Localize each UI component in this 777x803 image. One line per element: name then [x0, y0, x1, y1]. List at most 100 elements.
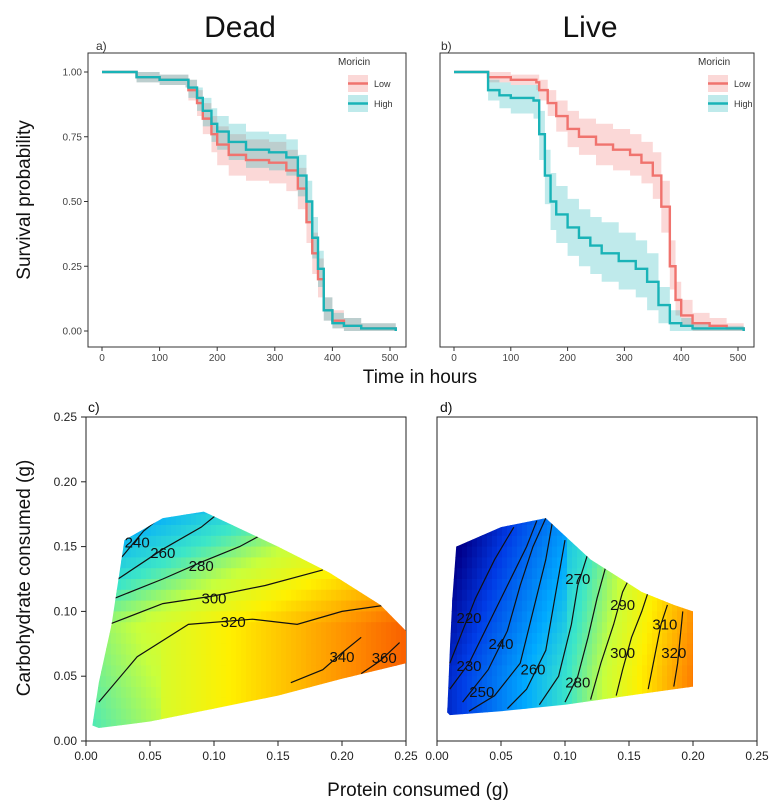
heatmap-cell: [221, 676, 227, 688]
heatmap-cell: [497, 633, 503, 645]
heatmap-cell: [116, 600, 122, 612]
heatmap-cell: [146, 697, 152, 710]
heatmap-cell: [462, 633, 468, 645]
heatmap-cell: [146, 525, 152, 537]
heatmap-cell: [231, 546, 237, 558]
heatmap-cell: [211, 676, 217, 688]
heatmap-cell: [166, 687, 172, 699]
heatmap-cell: [271, 654, 277, 666]
bottom-x-axis-label: Protein consumed (g): [327, 780, 509, 801]
heatmap-cell: [597, 654, 603, 666]
heatmap-cell: [106, 687, 112, 699]
heatmap-cell: [301, 665, 307, 677]
heatmap-cell: [226, 557, 232, 569]
heatmap-cell: [597, 633, 603, 645]
heatmap-cell: [502, 622, 508, 634]
heatmap-cell: [462, 697, 468, 710]
heatmap-cell: [637, 687, 643, 699]
heatmap-cell: [326, 568, 332, 580]
heatmap-cell: [131, 600, 137, 612]
heatmap-cell: [472, 546, 478, 558]
heatmap-cell: [642, 633, 648, 645]
heatmap-cell: [371, 633, 377, 645]
heatmap-cell: [246, 600, 252, 612]
heatmap-cell: [111, 622, 117, 634]
heatmap-cell: [236, 568, 242, 580]
heatmap-cell: [306, 676, 312, 688]
heatmap-cell: [121, 643, 127, 656]
heatmap-cell: [116, 589, 122, 602]
heatmap-cell: [261, 633, 267, 645]
heatmap-cell: [537, 611, 543, 623]
heatmap-cell: [482, 676, 488, 688]
heatmap-cell: [146, 676, 152, 688]
heatmap-cell: [126, 557, 132, 569]
heatmap-cell: [316, 611, 322, 623]
heatmap-cell: [176, 665, 182, 677]
heatmap-cell: [291, 622, 297, 634]
heatmap-cell: [537, 535, 543, 548]
heatmap-cell: [632, 643, 638, 656]
heatmap-cell: [497, 546, 503, 558]
heatmap-cell: [647, 600, 653, 612]
heatmap-cell: [512, 611, 518, 623]
heatmap-cell: [527, 665, 533, 677]
heatmap-cell: [617, 579, 623, 591]
heatmap-cell: [201, 611, 207, 623]
heatmap-cell: [136, 697, 142, 710]
heatmap-cell: [507, 622, 513, 634]
heatmap-cell: [567, 589, 573, 602]
heatmap-cell: [331, 600, 337, 612]
heatmap-cell: [306, 643, 312, 656]
heatmap-cell: [452, 708, 458, 716]
heatmap-cell: [276, 676, 282, 688]
heatmap-cell: [231, 525, 237, 537]
heatmap-cell: [196, 697, 202, 710]
heatmap-cell: [146, 708, 152, 720]
heatmap-cell: [572, 611, 578, 623]
confidence-band-high: [102, 72, 396, 331]
heatmap-cell: [111, 643, 117, 656]
heatmap-cell: [542, 676, 548, 688]
heatmap-cell: [582, 654, 588, 666]
contour-label-300: 300: [201, 590, 226, 607]
heatmap-cell: [241, 654, 247, 666]
heatmap-cell: [246, 654, 252, 666]
heatmap-cell: [146, 654, 152, 666]
heatmap-cell: [677, 665, 683, 677]
heatmap-cell: [572, 665, 578, 677]
x-tick-label: 100: [502, 353, 519, 364]
heatmap-cell: [281, 665, 287, 677]
heatmap-cell: [111, 697, 117, 710]
heatmap-cell: [261, 579, 267, 591]
heatmap-cell: [542, 535, 548, 548]
heatmap-cell: [492, 665, 498, 677]
survival-line-low: [454, 70, 745, 331]
heatmap-cell: [607, 687, 613, 699]
heatmap-cell: [602, 687, 608, 699]
heatmap-cell: [597, 589, 603, 602]
heatmap-cell: [552, 697, 558, 710]
x-tick-label: 0.00: [74, 749, 98, 763]
heatmap-cell: [221, 665, 227, 677]
heatmap-cell: [181, 676, 187, 688]
heatmap-cell: [472, 633, 478, 645]
heatmap-cell: [241, 579, 247, 591]
heatmap-cell: [351, 654, 357, 666]
heatmap-cell: [557, 557, 563, 569]
heatmap-cell: [216, 579, 222, 591]
heatmap-cell: [196, 579, 202, 591]
heatmap-cell: [467, 579, 473, 591]
heatmap-cell: [231, 579, 237, 591]
heatmap-cell: [316, 643, 322, 656]
heatmap-cell: [517, 568, 523, 580]
heatmap-cell: [216, 546, 222, 558]
heatmap-cell: [181, 643, 187, 656]
heatmap-cell: [492, 568, 498, 580]
heatmap-cell: [96, 708, 102, 720]
heatmap-cell: [351, 611, 357, 623]
heatmap-cell: [522, 687, 528, 699]
heatmap-cell: [326, 654, 332, 666]
heatmap-cell: [216, 600, 222, 612]
heatmap-cell: [261, 622, 267, 634]
